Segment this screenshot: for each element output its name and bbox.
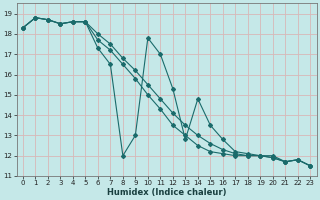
X-axis label: Humidex (Indice chaleur): Humidex (Indice chaleur) (107, 188, 226, 197)
